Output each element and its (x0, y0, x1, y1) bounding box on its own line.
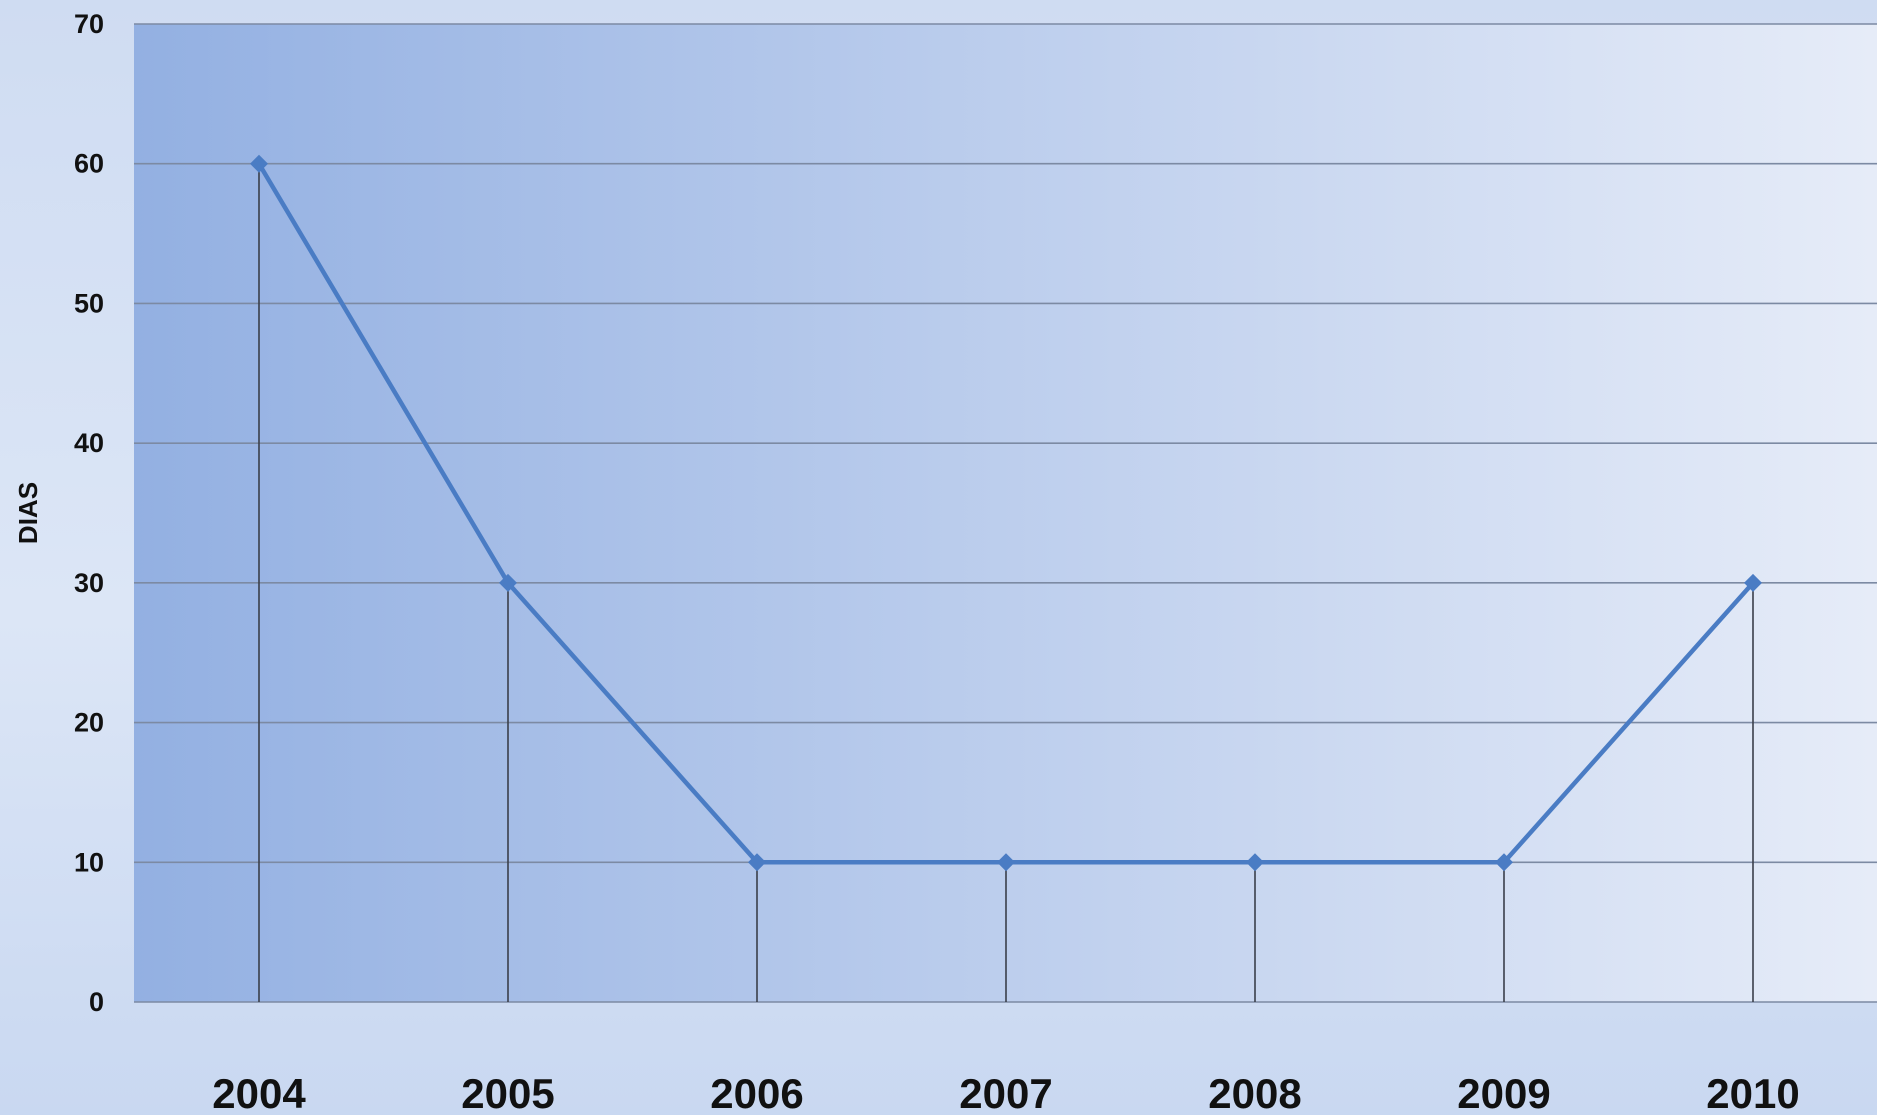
x-tick-label: 2006 (710, 1070, 803, 1115)
x-tick-label: 2004 (212, 1070, 306, 1115)
data-point-marker (1744, 573, 1762, 592)
plot-area (134, 24, 1877, 1002)
y-axis-label: DIAS (13, 482, 43, 544)
data-markers (250, 154, 1762, 872)
data-point-marker (250, 154, 268, 173)
data-point-marker (997, 853, 1015, 872)
x-tick-label: 2010 (1706, 1070, 1799, 1115)
x-axis-ticks: 2004 2005 2006 2007 2008 2009 2010 (212, 1070, 1799, 1115)
data-point-marker (748, 853, 766, 872)
x-tick-label: 2008 (1208, 1070, 1301, 1115)
data-point-marker (1246, 853, 1264, 872)
drop-lines (258, 163, 1754, 1002)
y-tick-label: 50 (74, 288, 104, 318)
y-tick-label: 60 (74, 149, 104, 179)
x-tick-label: 2007 (959, 1070, 1052, 1115)
y-tick-label: 70 (74, 9, 104, 39)
y-axis-ticks: 0 10 20 30 40 50 60 70 (74, 9, 104, 1017)
y-tick-label: 10 (74, 847, 104, 877)
y-tick-label: 0 (89, 987, 104, 1017)
x-tick-label: 2005 (461, 1070, 554, 1115)
data-point-marker (499, 573, 517, 592)
y-tick-label: 20 (74, 708, 104, 738)
y-tick-label: 40 (74, 428, 104, 458)
data-point-marker (1495, 853, 1513, 872)
x-tick-label: 2009 (1457, 1070, 1550, 1115)
y-tick-label: 30 (74, 568, 104, 598)
